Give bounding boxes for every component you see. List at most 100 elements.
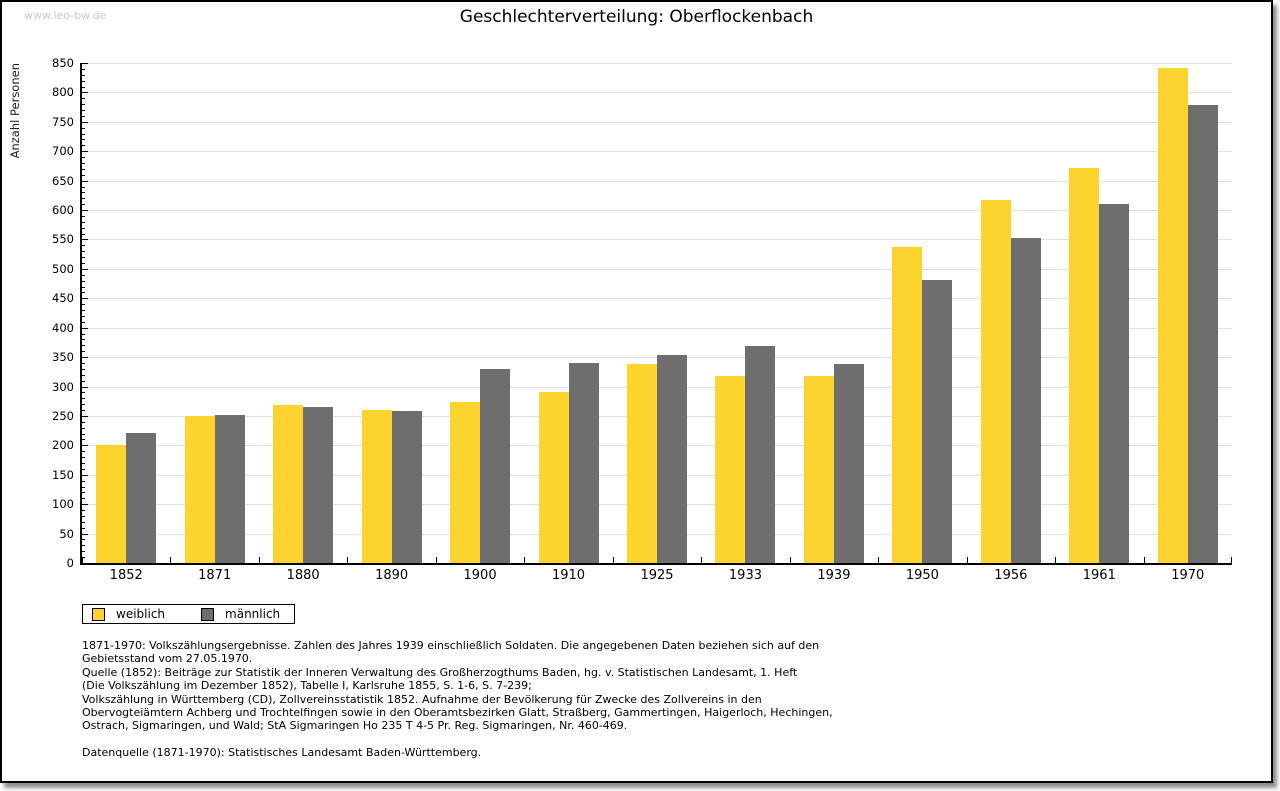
y-minor-tick	[82, 227, 85, 229]
y-minor-tick	[82, 480, 85, 482]
y-axis-title: Anzahl Personen	[8, 63, 22, 159]
x-boundary-tick	[436, 557, 437, 563]
bar-männlich-1970	[1187, 104, 1218, 563]
x-tick-label: 1939	[817, 568, 851, 583]
y-minor-tick	[82, 404, 85, 406]
footnote-line: Ostrach, Sigmaringen, und Wald; StA Sigm…	[82, 719, 628, 733]
y-minor-tick	[82, 80, 85, 82]
bar-männlich-1890	[391, 411, 422, 563]
y-minor-tick	[82, 139, 85, 141]
y-tick-label: 150	[52, 467, 74, 482]
y-minor-tick	[82, 468, 85, 470]
y-major-tick	[82, 92, 88, 94]
footnote-line: 1871-1970: Volkszählungsergebnisse. Zahl…	[82, 639, 820, 652]
y-tick-label: 100	[52, 497, 74, 512]
y-minor-tick	[82, 457, 85, 459]
x-boundary-tick	[82, 557, 83, 563]
y-minor-tick	[82, 127, 85, 129]
x-boundary-tick	[878, 557, 879, 563]
bar-weiblich-1956	[980, 200, 1011, 563]
footnote-spacer	[82, 733, 833, 746]
bar-männlich-1880	[303, 407, 334, 563]
bar-weiblich-1933	[715, 375, 746, 563]
y-major-tick	[82, 504, 88, 506]
legend-item-männlich: männlich	[201, 607, 280, 621]
y-tick-label: 600	[52, 203, 74, 218]
y-minor-tick	[82, 221, 85, 223]
gridline-y-400	[82, 327, 1232, 329]
x-tick-label: 1910	[551, 568, 586, 583]
y-major-tick	[82, 386, 88, 388]
y-tick-label: 750	[52, 114, 74, 129]
y-minor-tick	[82, 451, 85, 453]
y-tick-label: 800	[52, 85, 74, 100]
gridline-y-850	[82, 63, 1232, 64]
x-tick-label: 1880	[286, 568, 320, 583]
y-minor-tick	[82, 274, 85, 276]
y-minor-tick	[82, 192, 85, 194]
y-minor-tick	[82, 157, 85, 159]
footnote-line: Quelle (1852): Beiträge zur Statistik de…	[82, 665, 798, 679]
gridline-y-650	[82, 180, 1232, 182]
y-major-tick	[82, 268, 88, 270]
y-minor-tick	[82, 168, 85, 170]
legend-swatch-männlich	[201, 607, 215, 621]
x-boundary-tick	[1055, 557, 1056, 563]
bar-weiblich-1910	[538, 391, 569, 563]
x-boundary-tick	[790, 557, 791, 563]
x-tick-label: 1950	[905, 568, 939, 583]
y-minor-tick	[82, 374, 85, 376]
bar-weiblich-1880	[273, 405, 304, 563]
y-minor-tick	[82, 392, 85, 394]
y-tick-label: 450	[52, 291, 74, 306]
y-minor-tick	[82, 263, 85, 264]
y-major-tick	[82, 121, 88, 123]
x-boundary-tick	[1231, 557, 1232, 563]
bar-männlich-1939	[833, 364, 864, 563]
y-minor-tick	[82, 315, 85, 317]
y-minor-tick	[82, 215, 85, 217]
bar-männlich-1950	[922, 280, 953, 563]
y-minor-tick	[82, 551, 85, 553]
y-minor-tick	[82, 145, 85, 147]
y-minor-tick	[82, 251, 85, 253]
x-boundary-tick	[347, 557, 348, 563]
y-minor-tick	[82, 410, 85, 412]
legend: weiblich männlich	[82, 604, 296, 624]
y-tick-label: 400	[52, 320, 74, 335]
y-minor-tick	[82, 498, 85, 500]
bar-weiblich-1852	[96, 444, 127, 563]
y-major-tick	[82, 474, 88, 476]
x-tick-label: 1890	[375, 568, 409, 583]
bar-männlich-1925	[657, 354, 687, 563]
legend-item-weiblich: weiblich	[92, 607, 165, 621]
y-minor-tick	[82, 333, 85, 335]
y-minor-tick	[82, 104, 85, 106]
bar-weiblich-1939	[803, 375, 834, 563]
x-tick-label: 1900	[463, 568, 497, 583]
y-tick-label: 700	[52, 144, 74, 159]
y-minor-tick	[82, 186, 85, 188]
x-boundary-tick	[170, 557, 171, 563]
gridline-y-700	[82, 151, 1232, 153]
y-minor-tick	[82, 363, 85, 364]
x-tick-label: 1956	[994, 568, 1028, 583]
gridline-y-750	[82, 121, 1232, 123]
y-minor-tick	[82, 398, 85, 400]
bar-weiblich-1961	[1069, 167, 1100, 563]
y-minor-tick	[82, 521, 85, 523]
bar-weiblich-1900	[450, 401, 481, 563]
y-minor-tick	[82, 527, 85, 529]
bar-weiblich-1925	[627, 364, 657, 563]
y-minor-tick	[82, 321, 85, 323]
y-major-tick	[82, 239, 88, 241]
gridline-y-450	[82, 298, 1232, 300]
y-minor-tick	[82, 74, 85, 76]
footnote-line: Volkszählung in Württemberg (CD), Zollve…	[82, 692, 762, 706]
y-minor-tick	[82, 492, 85, 494]
watermark: www.leo-bw.de	[24, 9, 107, 22]
y-major-tick	[82, 63, 88, 64]
y-minor-tick	[82, 515, 85, 517]
y-minor-tick	[82, 510, 85, 512]
x-tick-label: 1961	[1082, 568, 1116, 583]
